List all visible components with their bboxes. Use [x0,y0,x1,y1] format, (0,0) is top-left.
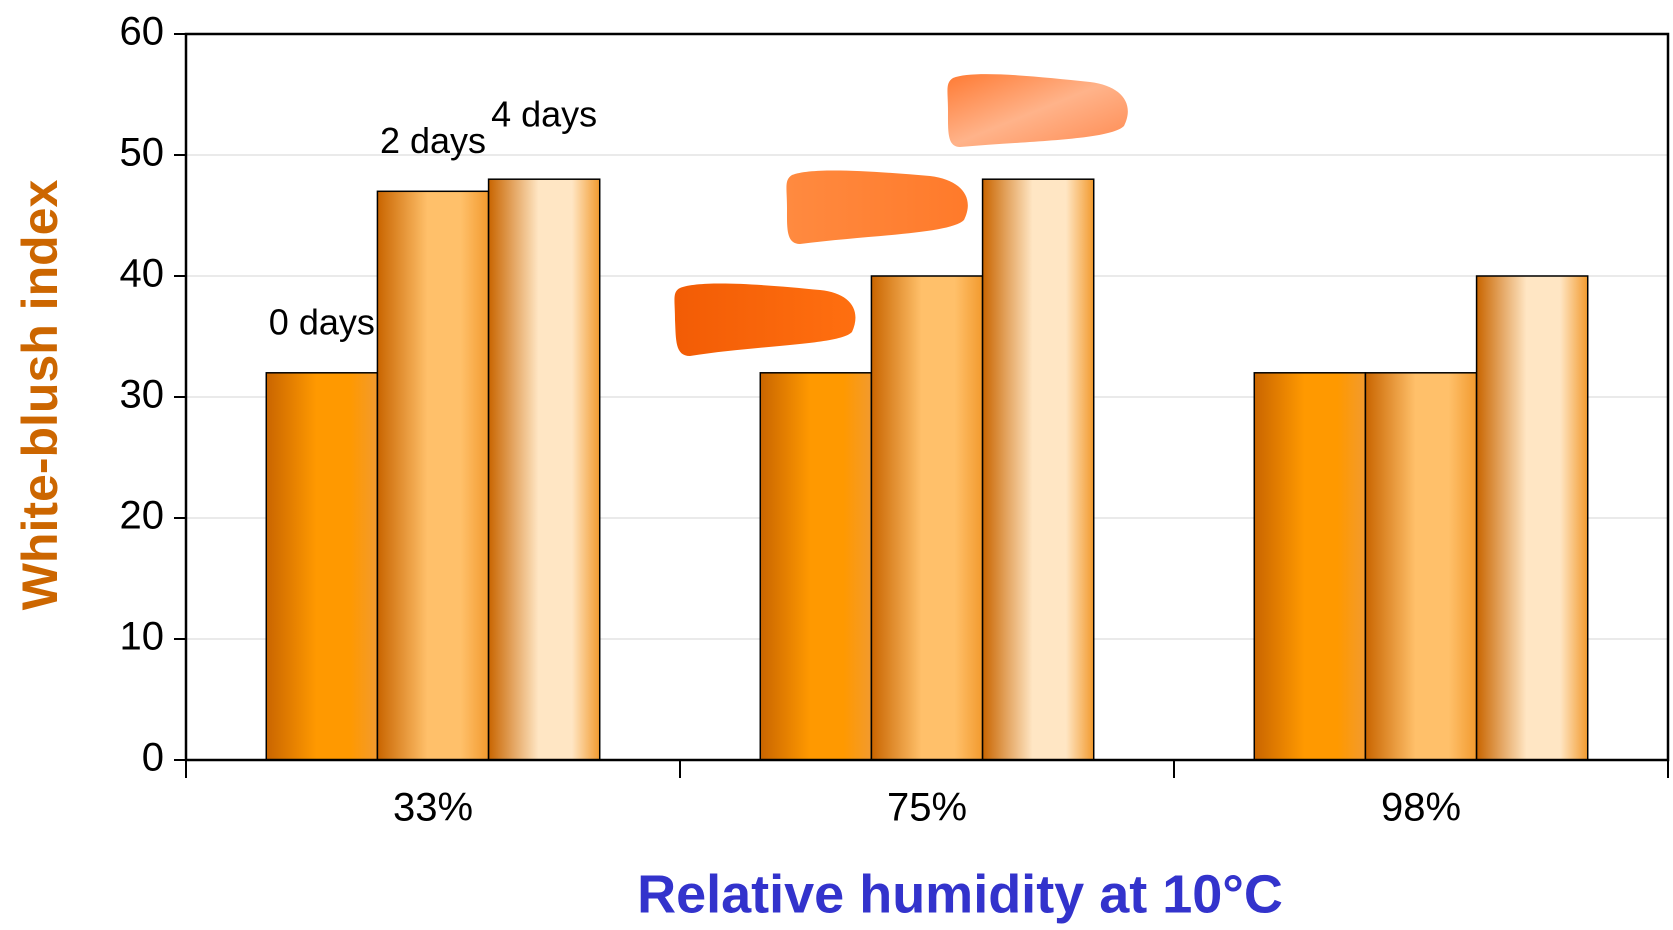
carrot-image [947,74,1128,147]
carrot-image [786,170,968,244]
series-label: 2 days [380,120,486,161]
y-tick-label: 10 [120,615,165,659]
x-tick-label: 75% [887,786,967,830]
bar [870,275,984,761]
plot-frame [184,32,1670,762]
bar [265,372,379,761]
series-label: 0 days [269,301,375,342]
bar [759,372,873,761]
x-tick-label: 98% [1381,786,1461,830]
bar [981,178,1095,761]
y-tick-label: 20 [120,494,165,538]
y-tick-label: 30 [120,373,165,417]
x-axis-title: Relative humidity at 10°C [637,864,1283,924]
bar [1253,372,1367,761]
y-tick-label: 50 [120,131,165,175]
bar [376,190,490,761]
bar [1364,372,1478,761]
bar [487,178,601,761]
x-tick-label: 33% [393,786,473,830]
y-axis-title: White-blush index [12,180,68,611]
series-label: 4 days [491,94,597,135]
y-tick-label: 0 [142,736,164,780]
y-tick-label: 60 [120,10,165,54]
y-tick-label: 40 [120,252,165,296]
carrot-image [674,283,856,356]
bar [1475,275,1589,761]
